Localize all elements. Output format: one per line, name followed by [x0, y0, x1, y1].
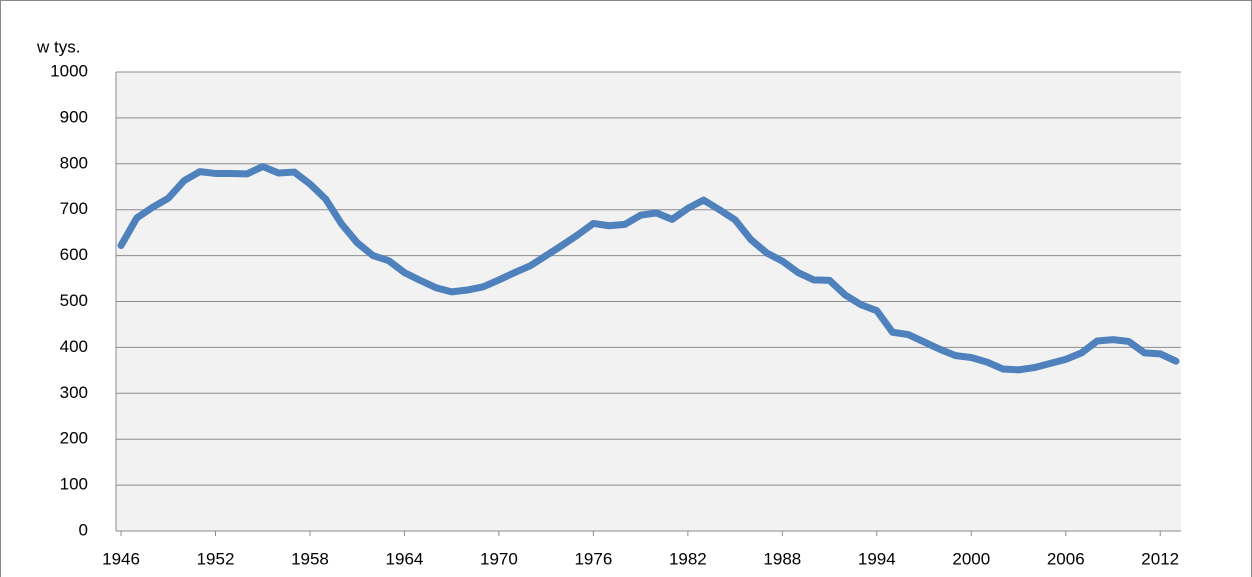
data-line — [117, 163, 1180, 374]
y-tick-label: 900 — [60, 107, 88, 126]
y-tick-label: 200 — [60, 429, 88, 448]
x-tick-label: 1976 — [574, 549, 612, 568]
y-tick-label: 0 — [79, 520, 88, 539]
x-tick-label: 2000 — [952, 549, 990, 568]
y-tick-label: 400 — [60, 337, 88, 356]
x-tick-label: 1946 — [102, 549, 140, 568]
x-tick-label: 1970 — [480, 549, 518, 568]
x-tick-label: 1958 — [291, 549, 329, 568]
x-tick-label: 2012 — [1141, 549, 1179, 568]
x-tick-label: 1988 — [763, 549, 801, 568]
y-tick-label: 100 — [60, 475, 88, 494]
y-axis-label: w tys. — [36, 37, 80, 56]
y-tick-label: 1000 — [50, 61, 88, 80]
x-tick-label: 1982 — [669, 549, 707, 568]
x-tick-label: 1952 — [197, 549, 235, 568]
y-tick-label: 500 — [60, 291, 88, 310]
y-tick-label: 700 — [60, 199, 88, 218]
x-tick-label: 1964 — [386, 549, 424, 568]
y-tick-label: 800 — [60, 153, 88, 172]
y-tick-label: 600 — [60, 245, 88, 264]
x-tick-label: 1994 — [858, 549, 896, 568]
x-tick-label: 2006 — [1047, 549, 1085, 568]
y-tick-label: 300 — [60, 383, 88, 402]
